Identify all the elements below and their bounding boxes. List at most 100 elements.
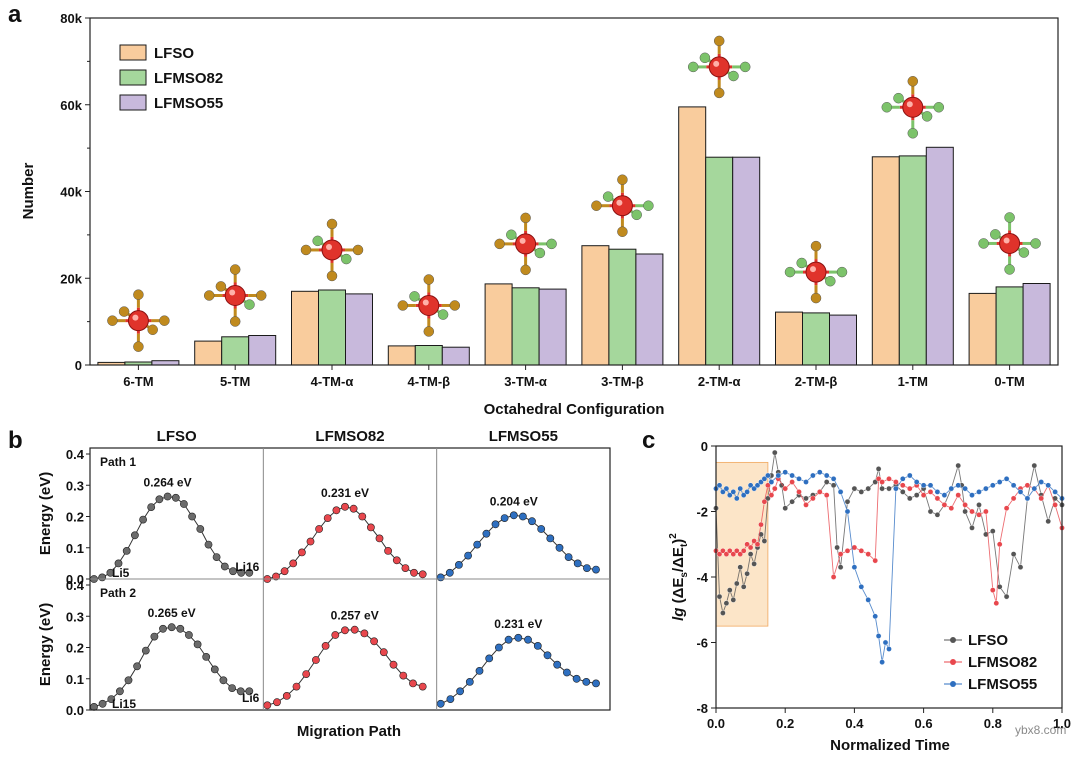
series-point-LFSO <box>886 485 892 492</box>
y-tick-label: -6 <box>696 636 708 651</box>
energy-point <box>491 520 500 529</box>
y-tick-label: 0.4 <box>66 447 85 462</box>
bar-LFSO-2 <box>291 290 319 366</box>
center-atom <box>708 56 730 78</box>
panel-c-legend: LFSO LFMSO82 LFMSO55 <box>944 632 1037 693</box>
panel-c-label: c <box>642 427 655 454</box>
energy-point <box>210 665 219 674</box>
y-tick-label: 0.0 <box>66 703 84 718</box>
energy-point <box>583 564 591 572</box>
end-site-label: Li6 <box>242 691 260 705</box>
legend-marker-LFMSO55 <box>950 681 956 687</box>
energy-point <box>106 568 115 577</box>
series-point-LFMSO82 <box>772 485 778 492</box>
ligand-atom <box>978 238 989 249</box>
series-point-LFMSO55 <box>1045 482 1051 489</box>
center-atom <box>611 195 633 217</box>
ligand-atom <box>397 300 409 311</box>
energy-point <box>528 517 536 526</box>
energy-point <box>147 503 156 511</box>
barrier-label: 0.231 eV <box>494 617 542 631</box>
ligand-atom <box>728 70 739 82</box>
energy-point <box>315 525 323 533</box>
atom-highlight <box>422 299 429 306</box>
energy-point <box>98 699 107 708</box>
series-point-LFSO <box>747 551 754 557</box>
series-point-LFMSO82 <box>817 489 823 495</box>
series-point-LFSO <box>1017 564 1024 571</box>
series-point-LFMSO82 <box>782 485 789 492</box>
panel-c-xlabel: Normalized Time <box>830 737 950 754</box>
series-point-LFSO <box>990 528 996 534</box>
energy-point <box>370 637 378 646</box>
series-point-LFMSO55 <box>1038 479 1044 485</box>
ligand-atom <box>796 257 807 269</box>
series-point-LFMSO55 <box>727 492 733 498</box>
ligand-atom <box>326 270 338 282</box>
energy-point <box>171 493 180 502</box>
series-point-LFMSO82 <box>740 548 747 554</box>
energy-point <box>133 662 141 671</box>
series-point-LFMSO82 <box>734 548 740 554</box>
energy-point <box>159 624 167 633</box>
octahedron-icon-9 <box>978 212 1041 275</box>
center-atom <box>902 96 924 118</box>
energy-point <box>130 531 139 540</box>
series-point-LFMSO82 <box>1010 495 1017 502</box>
y-tick-label: 40k <box>60 185 82 200</box>
series-point-LFMSO55 <box>720 489 726 495</box>
ligand-atom <box>520 212 531 224</box>
bar-LFMSO55-3 <box>441 346 470 366</box>
panel-b-label: b <box>8 427 23 454</box>
y-tick-label: 0.3 <box>66 478 84 493</box>
series-point-LFSO <box>789 498 795 505</box>
row-ylabel: Energy (eV) <box>37 472 54 555</box>
series-point-LFSO <box>865 485 872 492</box>
series-point-LFSO <box>740 584 747 590</box>
bar-LFMSO55-7 <box>829 314 857 366</box>
energy-point <box>98 573 107 582</box>
series-point-LFMSO82 <box>796 489 802 495</box>
y-tick-label: 60k <box>60 98 82 113</box>
series-point-LFMSO55 <box>1031 485 1038 492</box>
series-point-LFMSO82 <box>747 544 754 551</box>
series-point-LFMSO82 <box>830 574 837 580</box>
series-point-LFMSO55 <box>823 472 830 479</box>
series-point-LFMSO82 <box>758 521 764 528</box>
series-point-LFMSO82 <box>823 492 830 498</box>
series-point-LFMSO55 <box>1024 495 1031 502</box>
energy-point <box>237 568 246 577</box>
energy-point <box>188 512 196 521</box>
series-point-LFSO <box>723 600 730 607</box>
series-point-LFSO <box>761 538 768 544</box>
ligand-atom <box>990 229 1001 240</box>
atom-highlight <box>810 266 816 273</box>
center-atom <box>224 285 246 307</box>
ligand-atom <box>229 316 241 327</box>
series-point-LFMSO55 <box>872 613 879 620</box>
energy-point <box>553 660 562 669</box>
energy-point <box>350 625 359 634</box>
legend-swatch-LFMSO82 <box>119 69 147 86</box>
series-point-LFMSO82 <box>879 479 885 485</box>
energy-point <box>273 698 281 707</box>
series-point-LFMSO55 <box>740 492 747 498</box>
legend-swatch-LFSO <box>119 44 147 61</box>
energy-point <box>592 565 600 574</box>
y-tick-label: 0.2 <box>66 641 84 656</box>
ligand-atom <box>147 324 158 336</box>
barrier-label: 0.204 eV <box>490 494 538 508</box>
ligand-atom <box>133 341 144 352</box>
octahedron-icon-6 <box>687 35 751 99</box>
series-point-LFMSO82 <box>716 551 723 557</box>
series-point-LFMSO55 <box>934 489 941 495</box>
center-atom <box>321 239 343 261</box>
bar-LFMSO82-6 <box>705 156 734 366</box>
bar-LFSO-5 <box>581 245 610 366</box>
column-header-LFSO: LFSO <box>157 428 197 445</box>
energy-point <box>302 670 311 678</box>
series-point-LFSO <box>730 597 737 603</box>
x-tick-label: 0.2 <box>776 716 794 731</box>
bar-LFMSO55-8 <box>925 146 954 366</box>
x-tick-label: 0.8 <box>984 716 1002 731</box>
